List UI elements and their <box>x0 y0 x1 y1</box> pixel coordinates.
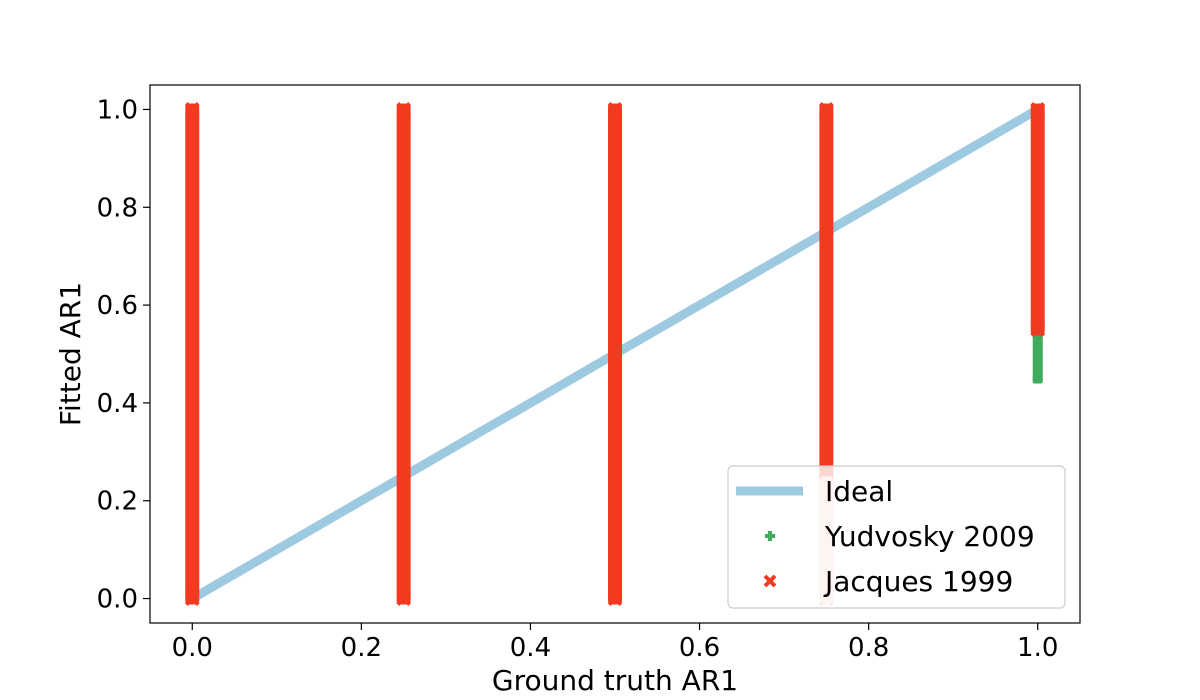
x-axis-title: Ground truth AR1 <box>492 664 738 697</box>
x-tick-label: 0.2 <box>341 633 382 663</box>
x-axis: 0.0 0.2 0.4 0.6 0.8 1.0 <box>172 623 1058 663</box>
jacques-marker <box>607 591 623 606</box>
legend-yudvosky-swatch <box>765 531 775 541</box>
legend-label: Ideal <box>825 475 893 508</box>
jacques-marker <box>396 591 412 606</box>
jacques-marker <box>184 591 200 606</box>
jacques-marker <box>1030 102 1046 117</box>
x-tick-label: 1.0 <box>1017 633 1058 663</box>
legend-label: Jacques 1999 <box>823 565 1013 598</box>
x-tick-label: 0.0 <box>172 633 213 663</box>
y-axis: 0.0 0.2 0.4 0.6 0.8 1.0 <box>97 95 150 615</box>
jacques-marker <box>607 102 623 117</box>
y-tick-label: 0.4 <box>97 389 138 419</box>
yudvosky-marker <box>1032 373 1043 384</box>
jacques-marker-column <box>608 103 622 605</box>
axes-frame <box>149 84 1081 624</box>
jacques-marker <box>818 102 834 117</box>
y-tick-label: 0.2 <box>97 487 138 517</box>
y-tick-label: 0.0 <box>97 585 138 615</box>
yudvosky-marker-column <box>1032 319 1043 384</box>
legend-jacques-swatch <box>763 574 777 588</box>
jacques-marker-column <box>396 103 411 605</box>
jacques-marker <box>184 102 200 117</box>
y-tick-label: 0.8 <box>97 193 138 223</box>
y-tick-label: 0.6 <box>97 291 138 321</box>
legend-box <box>727 465 1066 609</box>
x-tick-label: 0.8 <box>848 633 889 663</box>
legend: Ideal Yudvosky 2009 Jacques 1999 <box>727 465 1066 609</box>
x-tick-label: 0.6 <box>679 633 720 663</box>
jacques-marker <box>1030 322 1046 337</box>
y-axis-title: Fitted AR1 <box>54 282 87 426</box>
jacques-marker-column <box>185 103 200 605</box>
jacques-marker <box>396 102 412 117</box>
jacques-marker-column <box>1030 103 1045 336</box>
x-tick-label: 0.4 <box>510 633 551 663</box>
y-tick-label: 1.0 <box>97 95 138 125</box>
legend-label: Yudvosky 2009 <box>824 520 1035 553</box>
